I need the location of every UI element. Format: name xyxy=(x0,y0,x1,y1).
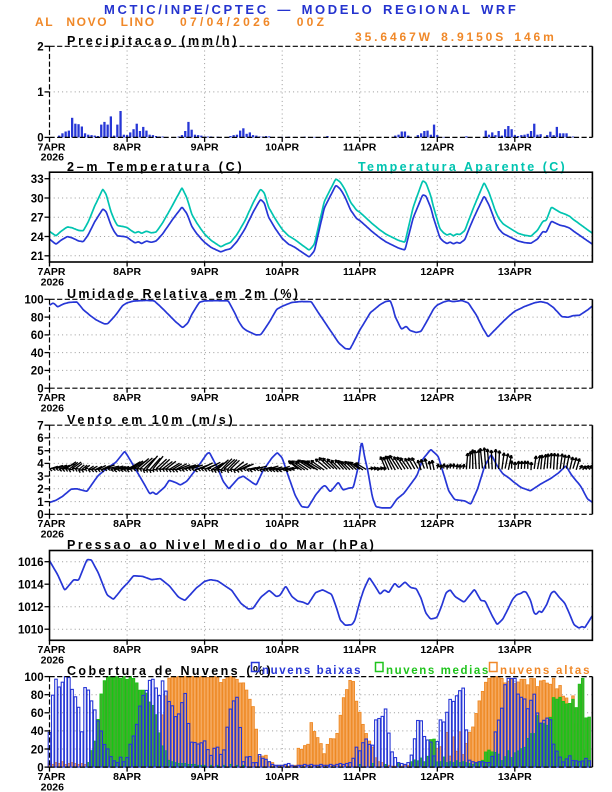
svg-text:11APR: 11APR xyxy=(343,644,377,656)
svg-text:12APR: 12APR xyxy=(420,141,454,153)
svg-text:7APR: 7APR xyxy=(37,141,65,153)
svg-text:0: 0 xyxy=(37,133,43,145)
svg-text:27: 27 xyxy=(31,213,44,225)
svg-text:60: 60 xyxy=(31,708,44,720)
svg-text:10APR: 10APR xyxy=(265,266,299,278)
svg-text:2026: 2026 xyxy=(41,529,65,541)
svg-text:13APR: 13APR xyxy=(498,266,532,278)
svg-text:100: 100 xyxy=(24,672,43,684)
svg-text:2: 2 xyxy=(37,42,43,54)
svg-text:8APR: 8APR xyxy=(113,266,141,278)
svg-text:2026: 2026 xyxy=(41,781,65,792)
svg-text:12APR: 12APR xyxy=(420,392,454,404)
svg-text:0: 0 xyxy=(37,762,43,774)
svg-text:13APR: 13APR xyxy=(498,771,532,783)
svg-text:10APR: 10APR xyxy=(265,392,299,404)
svg-text:11APR: 11APR xyxy=(343,266,377,278)
svg-text:2026: 2026 xyxy=(41,276,65,288)
svg-text:12APR: 12APR xyxy=(420,644,454,656)
svg-text:1: 1 xyxy=(37,87,44,99)
svg-text:9APR: 9APR xyxy=(191,644,219,656)
svg-text:11APR: 11APR xyxy=(343,141,377,153)
svg-text:8APR: 8APR xyxy=(113,392,141,404)
svg-text:10APR: 10APR xyxy=(265,518,299,530)
svg-text:13APR: 13APR xyxy=(498,644,532,656)
svg-text:7APR: 7APR xyxy=(37,392,65,404)
svg-text:9APR: 9APR xyxy=(191,392,219,404)
svg-text:60: 60 xyxy=(31,330,44,342)
svg-text:13APR: 13APR xyxy=(498,141,532,153)
svg-text:1010: 1010 xyxy=(18,625,44,637)
svg-text:40: 40 xyxy=(31,348,44,360)
svg-text:9APR: 9APR xyxy=(191,518,219,530)
svg-text:11APR: 11APR xyxy=(343,392,377,404)
svg-text:1016: 1016 xyxy=(18,557,44,569)
svg-text:20: 20 xyxy=(31,366,44,378)
svg-text:1012: 1012 xyxy=(18,602,44,614)
svg-text:80: 80 xyxy=(31,690,44,702)
svg-text:9APR: 9APR xyxy=(191,771,219,783)
svg-text:0: 0 xyxy=(37,384,43,396)
svg-text:9APR: 9APR xyxy=(191,141,219,153)
svg-text:10APR: 10APR xyxy=(265,141,299,153)
svg-text:10APR: 10APR xyxy=(265,644,299,656)
svg-text:8APR: 8APR xyxy=(113,518,141,530)
svg-text:7APR: 7APR xyxy=(37,771,65,783)
svg-text:11APR: 11APR xyxy=(343,518,377,530)
svg-text:2026: 2026 xyxy=(41,655,65,667)
svg-text:0: 0 xyxy=(37,510,43,522)
svg-text:8APR: 8APR xyxy=(113,644,141,656)
svg-text:4: 4 xyxy=(37,459,44,471)
svg-text:7: 7 xyxy=(37,421,43,433)
svg-text:80: 80 xyxy=(31,312,44,324)
svg-text:13APR: 13APR xyxy=(498,518,532,530)
svg-text:30: 30 xyxy=(31,193,44,205)
svg-text:7APR: 7APR xyxy=(37,518,65,530)
svg-text:3: 3 xyxy=(37,471,43,483)
svg-text:12APR: 12APR xyxy=(420,266,454,278)
svg-text:2026: 2026 xyxy=(41,152,65,164)
svg-text:8APR: 8APR xyxy=(113,771,141,783)
svg-text:100: 100 xyxy=(24,295,43,307)
svg-text:40: 40 xyxy=(31,726,44,738)
svg-text:10APR: 10APR xyxy=(265,771,299,783)
svg-text:5: 5 xyxy=(37,446,44,458)
svg-text:2026: 2026 xyxy=(41,403,65,415)
svg-text:33: 33 xyxy=(31,174,44,186)
svg-text:9APR: 9APR xyxy=(191,266,219,278)
svg-text:24: 24 xyxy=(31,232,44,244)
svg-text:1: 1 xyxy=(37,497,44,509)
svg-text:8APR: 8APR xyxy=(113,141,141,153)
svg-text:13APR: 13APR xyxy=(498,392,532,404)
svg-text:1014: 1014 xyxy=(18,580,44,592)
svg-text:2: 2 xyxy=(37,484,43,496)
svg-text:20: 20 xyxy=(31,744,44,756)
svg-text:12APR: 12APR xyxy=(420,771,454,783)
svg-text:6: 6 xyxy=(37,433,43,445)
svg-text:11APR: 11APR xyxy=(343,771,377,783)
svg-text:7APR: 7APR xyxy=(37,644,65,656)
svg-text:7APR: 7APR xyxy=(37,266,65,278)
svg-text:21: 21 xyxy=(31,251,44,263)
svg-text:12APR: 12APR xyxy=(420,518,454,530)
